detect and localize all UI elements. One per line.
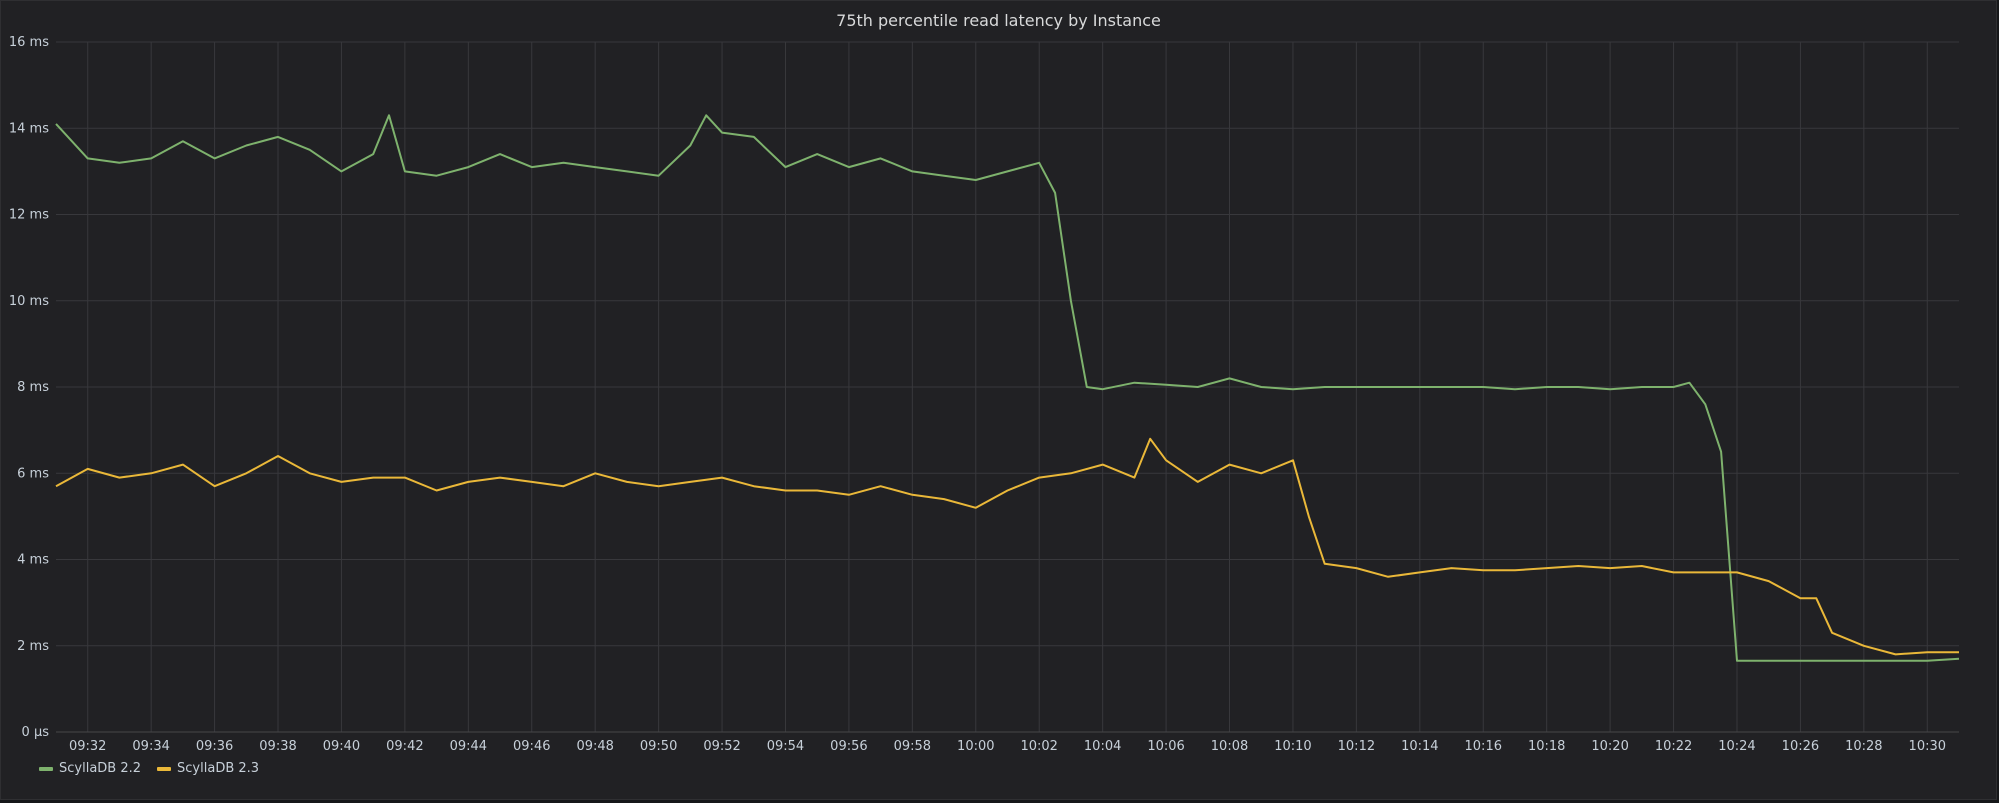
series-line-2 — [55, 437, 1959, 656]
panel-title[interactable]: 75th percentile read latency by Instance — [836, 11, 1161, 30]
x-tick-label: 09:44 — [450, 739, 487, 754]
y-tick-label: 0 µs — [22, 725, 50, 740]
y-tick-label: 14 ms — [9, 121, 49, 136]
x-tick-label: 10:10 — [1274, 739, 1311, 754]
x-tick-label: 10:20 — [1591, 739, 1628, 754]
x-tick-label: 10:12 — [1338, 739, 1375, 754]
legend-label: ScyllaDB 2.2 — [59, 761, 142, 776]
series-line-1 — [55, 114, 1960, 662]
x-tick-label: 09:46 — [513, 739, 550, 754]
x-tick-label: 09:56 — [830, 739, 867, 754]
x-tick-label: 09:36 — [196, 739, 233, 754]
x-tick-label: 09:50 — [640, 739, 677, 754]
legend-swatch — [157, 766, 172, 771]
x-tick-label: 10:28 — [1845, 739, 1882, 754]
x-tick-label: 10:22 — [1655, 739, 1692, 754]
y-tick-label: 16 ms — [9, 35, 49, 50]
x-tick-label: 09:40 — [323, 739, 360, 754]
legend-item-2[interactable]: ScyllaDB 2.3 — [157, 761, 259, 776]
x-tick-label: 10:26 — [1782, 739, 1819, 754]
x-tick-label: 10:14 — [1401, 739, 1438, 754]
x-tick-label: 10:00 — [957, 739, 994, 754]
x-tick-label: 09:54 — [767, 739, 804, 754]
y-tick-label: 12 ms — [9, 208, 49, 223]
x-tick-label: 10:02 — [1020, 739, 1057, 754]
x-tick-label: 10:24 — [1718, 739, 1755, 754]
x-tick-label: 10:04 — [1084, 739, 1121, 754]
legend: ScyllaDB 2.2 ScyllaDB 2.3 — [39, 761, 259, 776]
legend-item-1[interactable]: ScyllaDB 2.2 — [39, 761, 141, 776]
x-tick-label: 10:06 — [1147, 739, 1184, 754]
y-tick-label: 2 ms — [17, 639, 49, 654]
legend-label: ScyllaDB 2.3 — [177, 761, 260, 776]
x-tick-label: 09:58 — [894, 739, 931, 754]
x-tick-label: 10:18 — [1528, 739, 1565, 754]
y-tick-label: 8 ms — [17, 380, 49, 395]
x-tick-label: 09:52 — [703, 739, 740, 754]
x-tick-label: 10:16 — [1465, 739, 1502, 754]
x-tick-label: 09:34 — [132, 739, 169, 754]
y-tick-label: 4 ms — [17, 553, 49, 568]
y-tick-label: 10 ms — [9, 294, 49, 309]
x-tick-label: 09:48 — [576, 739, 613, 754]
x-tick-label: 10:30 — [1909, 739, 1946, 754]
x-tick-label: 10:08 — [1211, 739, 1248, 754]
x-tick-label: 09:42 — [386, 739, 423, 754]
x-tick-label: 09:38 — [259, 739, 296, 754]
y-tick-label: 6 ms — [17, 466, 49, 481]
legend-swatch — [39, 766, 53, 771]
x-tick-label: 09:32 — [69, 739, 106, 754]
